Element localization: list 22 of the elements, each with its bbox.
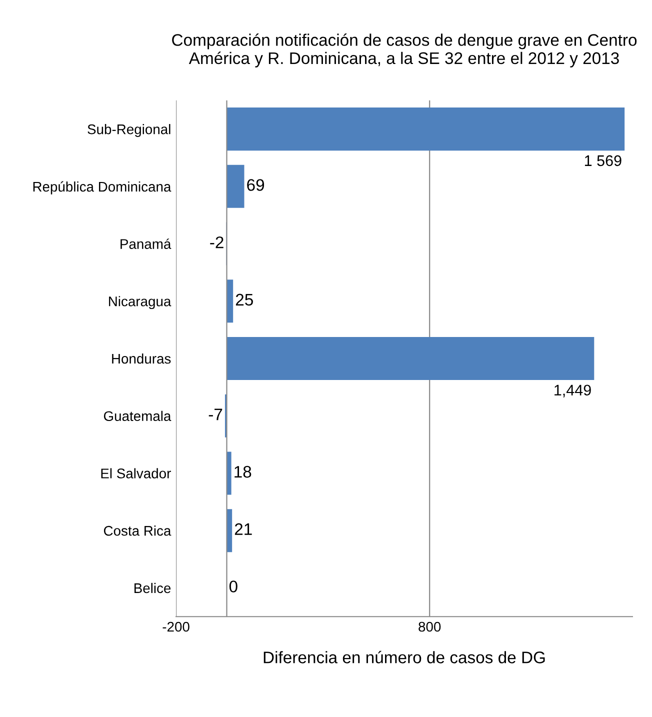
data-label: 1 569	[584, 155, 622, 166]
x-axis-title: Diferencia en número de casos de DG	[264, 650, 545, 664]
y-tick-label: El Salvador	[101, 468, 171, 478]
y-tick-label: Guatemala	[104, 410, 172, 422]
x-tick-label: 800	[418, 622, 441, 632]
chart-title: Comparación notificación de casos de dengue grave en Centro América y R. Dominicana, a la SE 32 entre el 2012 y 2013	[172, 33, 637, 68]
y-tick-label: Belice	[134, 582, 171, 594]
data-label: 0	[229, 580, 238, 592]
data-label: 1,449	[554, 384, 591, 398]
data-label: 25	[236, 294, 253, 306]
data-label: -2	[210, 236, 224, 248]
data-label: 69	[247, 179, 264, 191]
data-label: 21	[234, 523, 252, 535]
y-tick-label: Nicaragua	[109, 296, 172, 310]
y-tick-label: Panamá	[120, 238, 172, 249]
y-tick-label: Sub-Regional	[88, 124, 170, 137]
y-tick-label: Costa Rica	[104, 526, 172, 536]
x-tick-label: -200	[162, 622, 190, 632]
data-label: 18	[234, 466, 252, 478]
y-tick-label: Honduras	[112, 353, 171, 364]
y-tick-label: República Dominicana	[33, 181, 172, 194]
data-label: -7	[208, 408, 222, 420]
